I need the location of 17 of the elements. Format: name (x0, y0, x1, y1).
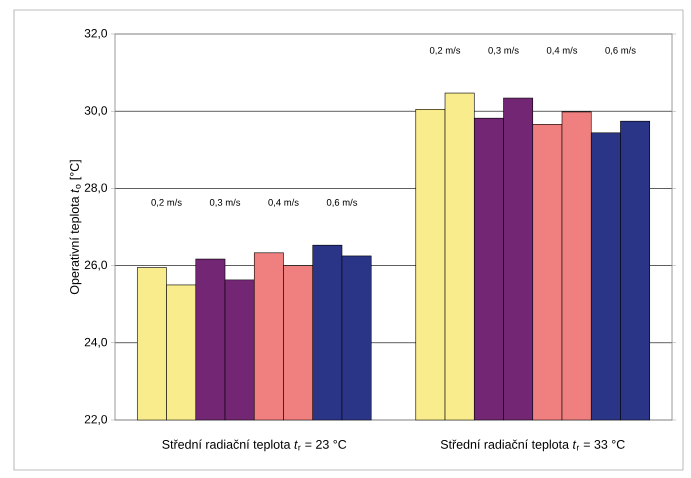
annotation: 0,4 m/s (546, 46, 578, 55)
annotation: 0,3 m/s (210, 198, 240, 207)
x-tick-label: Střední radiační teplota t$_{r}$ = 33 °C (440, 440, 625, 452)
y-tick-label: 22,0 (84, 415, 108, 425)
annotation: 0,3 m/s (488, 46, 519, 55)
y-tick-label: 26,0 (84, 260, 108, 271)
annotation: 0,2 m/s (151, 198, 182, 207)
annotation: 0,6 m/s (326, 198, 358, 207)
y-tick-label: 28,0 (84, 183, 108, 194)
annotation: 0,6 m/s (605, 46, 636, 55)
y-tick-label: 32,0 (84, 29, 108, 39)
annotation: 0,2 m/s (430, 46, 460, 55)
annotation: 0,4 m/s (268, 198, 299, 207)
y-tick-label: 30,0 (84, 106, 108, 116)
x-tick-label: Střední radiační teplota t$_{r}$ = 23 °C (162, 440, 346, 452)
y-axis-title: Operativní teplota t$_{o}$ [°C] (70, 160, 82, 294)
y-tick-label: 24,0 (84, 338, 108, 348)
